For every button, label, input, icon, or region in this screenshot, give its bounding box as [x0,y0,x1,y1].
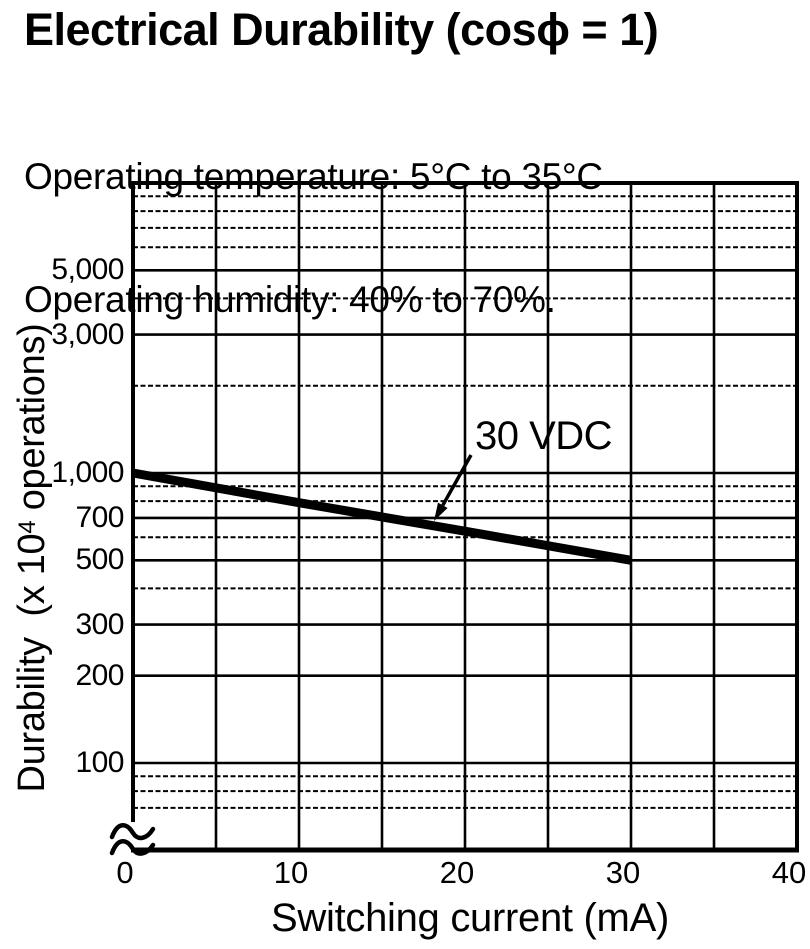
y-tick-label-1000: 1,000 [51,456,124,489]
y-tick-label-700: 700 [75,501,124,534]
operating-temperature-text: Operating temperature: 5°C to 35°C [24,156,603,197]
x-tick-label-0: 0 [116,855,134,890]
y-tick-label-5000: 5,000 [51,253,124,286]
x-axis-title: Switching current (mA) [271,896,669,940]
figure-title: Electrical Durability (cosϕ = 1) [24,4,659,55]
y-axis-title-text: Durability (x 10 [11,533,53,793]
x-tick-label-20: 20 [439,855,475,890]
x-tick-label-10: 10 [273,855,309,890]
series-label-30vdc: 30 VDC [475,414,613,458]
y-axis-title-superscript: 4 [14,520,41,534]
axis-break-icon [109,823,156,841]
y-tick-label-300: 300 [75,608,124,641]
y-tick-label-100: 100 [75,746,124,779]
annotation-arrow-head [434,502,448,521]
x-tick-label-40: 40 [771,855,807,890]
y-tick-label-200: 200 [75,659,124,692]
annotation-arrow-shaft [441,454,473,507]
y-axis-title: Durability (x 104 operations) [5,280,53,836]
x-tick-label-30: 30 [605,855,641,890]
y-tick-label-500: 500 [75,543,124,576]
y-axis-title-unit: operations) [11,323,53,521]
axis-break-icon [109,839,156,856]
data-line-30vdc [132,468,632,565]
y-tick-label-3000: 3,000 [51,318,124,351]
operating-conditions: Operating temperature: 5°C to 35°C Opera… [24,74,603,402]
operating-humidity-text: Operating humidity: 40% to 70%. [24,279,556,320]
